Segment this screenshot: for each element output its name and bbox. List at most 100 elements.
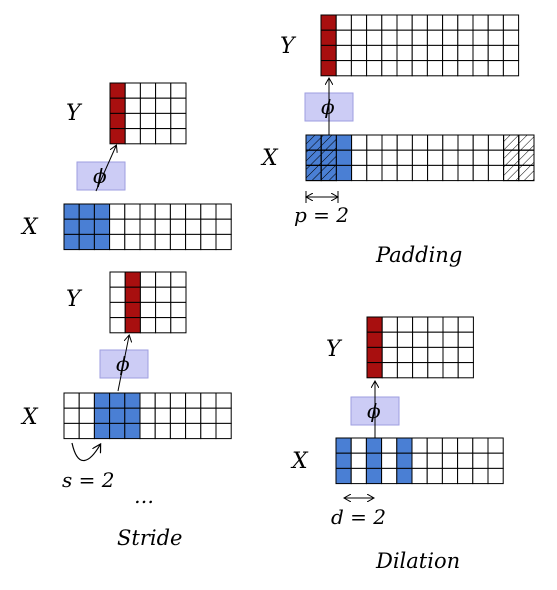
grid-cell bbox=[124, 422, 141, 440]
x-label: X bbox=[20, 215, 39, 240]
grid-cell bbox=[109, 112, 126, 130]
grid-cell bbox=[185, 218, 202, 235]
grid-cell bbox=[426, 452, 443, 469]
grid-cell bbox=[124, 218, 141, 235]
grid-cell bbox=[154, 233, 171, 251]
grid-cell bbox=[109, 271, 126, 288]
grid-cell bbox=[366, 29, 383, 46]
grid-cell bbox=[169, 422, 187, 440]
x-label: X bbox=[290, 449, 309, 474]
grid-cell bbox=[366, 60, 383, 77]
grid-cell bbox=[139, 317, 157, 334]
grid-cell bbox=[93, 218, 111, 235]
grid-cell bbox=[320, 60, 337, 77]
grid-cell bbox=[154, 392, 171, 409]
grid-cell bbox=[139, 407, 156, 424]
padding-cell-hatch bbox=[518, 164, 535, 182]
grid-cell bbox=[442, 14, 459, 31]
grid-cell bbox=[154, 218, 171, 235]
grid-cell bbox=[457, 346, 474, 364]
grid-cell bbox=[381, 467, 398, 485]
grid-cell bbox=[63, 218, 80, 235]
grid-cell bbox=[381, 437, 398, 454]
grid-cell bbox=[502, 14, 520, 31]
input-grid-x bbox=[63, 392, 232, 440]
grid-cell bbox=[442, 29, 459, 46]
output-grid-y bbox=[366, 316, 474, 379]
grid-cell bbox=[335, 149, 353, 166]
grid-cell bbox=[335, 44, 352, 62]
grid-cell bbox=[109, 218, 126, 235]
grid-cell bbox=[124, 128, 141, 145]
grid-cell bbox=[93, 233, 111, 251]
input-grid-x bbox=[305, 134, 535, 182]
grid-cell bbox=[124, 203, 141, 220]
y-label: Y bbox=[326, 337, 343, 362]
grid-cell bbox=[396, 134, 413, 151]
grid-cell bbox=[109, 286, 126, 303]
grid-cell bbox=[139, 233, 156, 251]
grid-cell bbox=[442, 44, 459, 62]
arrow bbox=[95, 146, 116, 192]
grid-cell bbox=[185, 392, 202, 409]
grid-cell bbox=[427, 331, 444, 348]
grid-cell bbox=[487, 467, 504, 485]
grid-cell bbox=[472, 14, 489, 31]
grid-cell bbox=[396, 452, 413, 469]
phi-symbol: ϕ bbox=[367, 399, 381, 423]
grid-cell bbox=[139, 203, 156, 220]
grid-cell bbox=[170, 317, 187, 334]
grid-cell bbox=[124, 233, 141, 251]
grid-cell bbox=[169, 218, 187, 235]
grid-cell bbox=[381, 316, 398, 333]
grid-cell bbox=[109, 97, 126, 114]
grid-cell bbox=[63, 203, 80, 220]
padding-cell-hatch bbox=[320, 164, 337, 182]
grid-cell bbox=[411, 452, 428, 469]
grid-cell bbox=[472, 467, 489, 485]
grid-cell bbox=[124, 407, 141, 424]
grid-cell bbox=[366, 164, 383, 182]
grid-cell bbox=[200, 203, 217, 220]
grid-cell bbox=[155, 271, 172, 288]
grid-cell bbox=[154, 407, 171, 424]
grid-cell bbox=[487, 437, 504, 454]
grid-cell bbox=[472, 437, 489, 454]
grid-cell bbox=[170, 301, 187, 319]
grid-cell bbox=[335, 134, 353, 151]
grid-cell bbox=[457, 44, 474, 62]
grid-cell bbox=[155, 112, 172, 130]
grid-cell bbox=[350, 14, 368, 31]
grid-cell bbox=[351, 149, 368, 166]
grid-cell bbox=[366, 346, 383, 364]
grid-cell bbox=[442, 60, 459, 77]
grid-cell bbox=[124, 82, 141, 99]
y-label: Y bbox=[66, 101, 83, 126]
grid-cell bbox=[78, 218, 95, 235]
y-label: Y bbox=[66, 287, 83, 312]
grid-cell bbox=[215, 422, 232, 440]
grid-cell bbox=[426, 14, 444, 31]
grid-cell bbox=[457, 134, 474, 151]
grid-cell bbox=[124, 271, 141, 288]
grid-cell bbox=[411, 134, 429, 151]
grid-cell bbox=[426, 467, 443, 485]
x-label: X bbox=[260, 146, 279, 171]
grid-cell bbox=[396, 164, 413, 182]
grid-cell bbox=[139, 301, 157, 319]
padding-cell-hatch bbox=[320, 134, 337, 151]
grid-cell bbox=[215, 218, 232, 235]
grid-cell bbox=[457, 149, 474, 166]
grid-cell bbox=[169, 407, 187, 424]
grid-cell bbox=[457, 29, 474, 46]
grid-cell bbox=[124, 301, 141, 319]
output-grid-y bbox=[109, 82, 187, 145]
grid-cell bbox=[335, 164, 353, 182]
grid-cell bbox=[169, 392, 187, 409]
grid-cell bbox=[487, 44, 504, 62]
grid-cell bbox=[457, 452, 474, 469]
grid-cell bbox=[351, 134, 368, 151]
stride-annotation: s = 2 bbox=[62, 468, 114, 492]
grid-cell bbox=[170, 112, 187, 130]
